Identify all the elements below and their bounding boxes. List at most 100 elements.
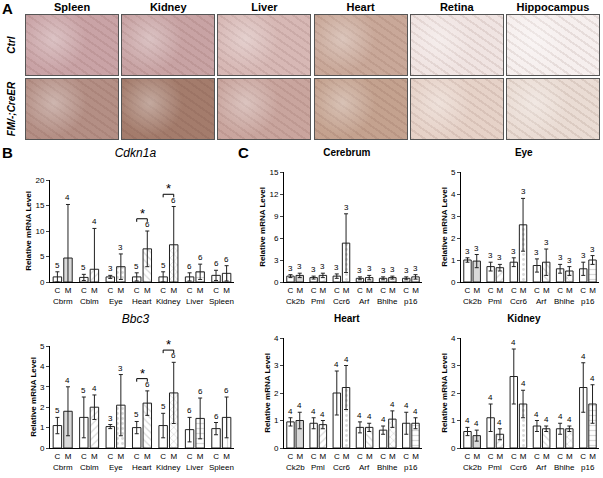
svg-text:Pml: Pml: [488, 297, 502, 306]
svg-text:4: 4: [65, 193, 70, 202]
svg-text:Bhlhe: Bhlhe: [377, 297, 398, 306]
svg-text:0: 0: [451, 444, 456, 453]
svg-text:Kidney: Kidney: [507, 313, 541, 324]
svg-text:Pml: Pml: [311, 297, 325, 306]
svg-text:3: 3: [357, 266, 362, 275]
svg-text:M: M: [91, 452, 98, 461]
svg-text:Liver: Liver: [186, 297, 204, 306]
svg-text:M: M: [197, 452, 204, 461]
svg-text:C: C: [213, 452, 219, 461]
svg-text:M: M: [389, 286, 396, 295]
svg-text:3: 3: [521, 187, 526, 196]
svg-text:M: M: [118, 452, 125, 461]
svg-text:*: *: [166, 181, 171, 196]
svg-text:Pml: Pml: [311, 463, 325, 472]
svg-text:Cblm: Cblm: [80, 463, 99, 472]
svg-text:Bbc3: Bbc3: [122, 312, 150, 326]
svg-text:Arf: Arf: [536, 463, 547, 472]
svg-text:C: C: [288, 286, 294, 295]
svg-text:6: 6: [198, 253, 203, 262]
svg-text:Ck2b: Ck2b: [463, 463, 482, 472]
svg-text:6: 6: [214, 412, 219, 421]
svg-text:4: 4: [297, 401, 302, 410]
svg-text:Cbrm: Cbrm: [53, 463, 73, 472]
svg-text:1: 1: [274, 416, 279, 425]
svg-text:4: 4: [357, 411, 362, 420]
svg-text:C: C: [160, 452, 166, 461]
svg-text:3: 3: [581, 251, 586, 260]
svg-text:2: 2: [40, 403, 45, 412]
svg-text:3: 3: [334, 263, 339, 272]
svg-text:4: 4: [488, 393, 493, 402]
svg-text:C: C: [134, 452, 140, 461]
svg-text:C: C: [357, 452, 363, 461]
svg-text:C: C: [557, 286, 563, 295]
svg-text:Cblm: Cblm: [80, 297, 99, 306]
svg-text:3: 3: [590, 245, 595, 254]
svg-text:3: 3: [381, 266, 386, 275]
svg-text:M: M: [197, 286, 204, 295]
svg-text:4: 4: [320, 410, 325, 419]
svg-text:6: 6: [145, 220, 150, 229]
svg-text:3: 3: [497, 253, 502, 262]
svg-text:10: 10: [35, 227, 44, 236]
svg-text:4: 4: [451, 334, 456, 343]
svg-text:M: M: [91, 286, 98, 295]
svg-text:M: M: [170, 452, 177, 461]
svg-text:Spleen: Spleen: [209, 297, 234, 306]
svg-text:4: 4: [558, 412, 563, 421]
svg-text:3: 3: [367, 264, 372, 273]
svg-text:3: 3: [311, 265, 316, 274]
svg-text:Ccr6: Ccr6: [510, 297, 527, 306]
svg-text:6: 6: [224, 386, 229, 395]
svg-text:3: 3: [488, 251, 493, 260]
svg-text:C: C: [160, 286, 166, 295]
svg-text:5: 5: [451, 168, 456, 177]
svg-text:6: 6: [274, 234, 279, 243]
svg-text:2: 2: [274, 389, 279, 398]
svg-text:p16: p16: [581, 297, 595, 306]
svg-text:M: M: [170, 286, 177, 295]
svg-text:M: M: [520, 452, 527, 461]
svg-text:4: 4: [40, 362, 45, 371]
svg-text:M: M: [412, 452, 419, 461]
svg-text:6: 6: [224, 255, 229, 264]
svg-text:4: 4: [567, 415, 572, 424]
svg-text:M: M: [497, 286, 504, 295]
svg-text:3: 3: [118, 364, 123, 373]
svg-text:5: 5: [134, 410, 139, 419]
svg-text:C: C: [81, 286, 87, 295]
svg-text:6: 6: [187, 262, 192, 271]
svg-text:C: C: [380, 452, 386, 461]
svg-text:4: 4: [534, 410, 539, 419]
svg-text:0: 0: [40, 444, 45, 453]
svg-text:Heart: Heart: [334, 313, 360, 324]
svg-text:5: 5: [40, 252, 45, 261]
svg-text:6: 6: [198, 387, 203, 396]
svg-text:M: M: [589, 286, 596, 295]
svg-text:M: M: [343, 286, 350, 295]
svg-text:Relative mRNA Level: Relative mRNA Level: [440, 353, 449, 433]
svg-text:4: 4: [474, 419, 479, 428]
svg-text:Bhlhe: Bhlhe: [377, 463, 398, 472]
svg-text:C: C: [55, 286, 61, 295]
svg-text:Eye: Eye: [109, 463, 123, 472]
svg-text:M: M: [65, 286, 72, 295]
svg-text:Cdkn1a: Cdkn1a: [115, 146, 157, 160]
svg-text:3: 3: [511, 247, 516, 256]
svg-text:3: 3: [390, 265, 395, 274]
svg-text:M: M: [296, 286, 303, 295]
svg-text:C: C: [511, 286, 517, 295]
svg-text:3: 3: [451, 212, 456, 221]
svg-text:C: C: [311, 286, 317, 295]
svg-text:Relative mRNA Level: Relative mRNA Level: [29, 357, 38, 437]
svg-text:C: C: [380, 286, 386, 295]
svg-text:Pml: Pml: [488, 463, 502, 472]
svg-text:3: 3: [534, 248, 539, 257]
svg-text:C: C: [107, 286, 113, 295]
svg-text:6: 6: [171, 196, 176, 205]
svg-text:4: 4: [65, 376, 70, 385]
svg-text:Arf: Arf: [359, 297, 370, 306]
svg-text:4: 4: [344, 355, 349, 364]
svg-text:1: 1: [451, 256, 456, 265]
